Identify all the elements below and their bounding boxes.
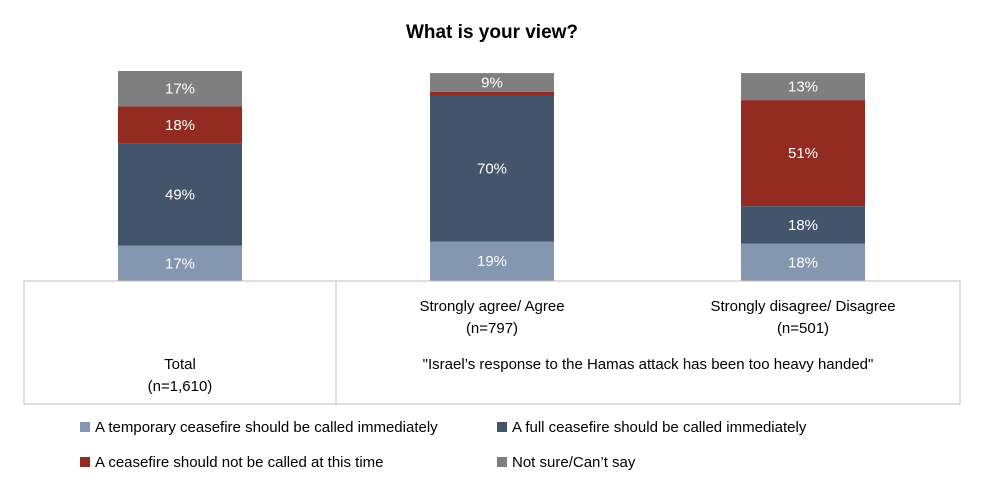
category-axis-table [23,280,961,405]
legend-label-not-called: A ceasefire should not be called at this… [95,454,384,471]
bar-segment-disagree-not-sure [741,73,865,101]
data-label-total-temporary: 17% [165,255,195,272]
legend-swatch-not-sure [497,457,507,467]
category-sublabel-strongly-disagree: (n=501) [777,320,829,337]
legend-item-temporary: A temporary ceasefire should be called i… [80,419,438,436]
bar-segment-disagree-temporary [741,243,865,281]
bar-segment-agree-temporary [430,241,554,281]
data-label-total-full: 49% [165,187,195,204]
bar-segment-disagree-full [741,206,865,244]
bar-segment-disagree-not-called [741,100,865,207]
bar-segment-total-temporary [118,245,242,281]
segment-labels-group: 17% 49% 18% 17% 19% 70% 9% 18% 18% 51% 13% [165,74,818,272]
data-label-disagree-temporary: 18% [788,254,818,271]
data-label-disagree-not-sure: 13% [788,79,818,96]
data-label-disagree-full: 18% [788,217,818,234]
category-label-total: Total [164,356,196,373]
category-sublabel-strongly-agree: (n=797) [466,320,518,337]
data-label-agree-not-sure: 9% [481,74,503,91]
data-label-agree-full: 70% [477,161,507,178]
bar-segment-agree-full [430,95,554,242]
legend-swatch-temporary [80,422,90,432]
group-label: "Israel’s response to the Hamas attack h… [423,356,874,373]
data-label-total-not-called: 18% [165,117,195,134]
legend-swatch-not-called [80,457,90,467]
legend: A temporary ceasefire should be called i… [80,419,807,471]
bar-segment-total-not-called [118,106,242,144]
bar-segment-agree-not-sure [430,73,554,92]
legend-item-full: A full ceasefire should be called immedi… [497,419,807,436]
category-sublabel-total: (n=1,610) [148,378,213,395]
legend-label-temporary: A temporary ceasefire should be called i… [95,419,438,436]
legend-label-not-sure: Not sure/Can’t say [512,454,636,471]
bar-segment-total-full [118,143,242,246]
data-label-agree-temporary: 19% [477,253,507,270]
legend-item-not-sure: Not sure/Can’t say [497,454,636,471]
bar-segment-agree-not-called [430,91,554,96]
bar-segment-total-not-sure [118,71,242,107]
data-label-total-not-sure: 17% [165,81,195,98]
category-label-strongly-agree: Strongly agree/ Agree [419,298,564,315]
chart-title: What is your view? [406,22,578,43]
legend-label-full: A full ceasefire should be called immedi… [512,419,807,436]
bars-group [118,71,865,281]
legend-swatch-full [497,422,507,432]
data-label-disagree-not-called: 51% [788,145,818,162]
legend-item-not-called: A ceasefire should not be called at this… [80,454,384,471]
category-label-strongly-disagree: Strongly disagree/ Disagree [710,298,895,315]
